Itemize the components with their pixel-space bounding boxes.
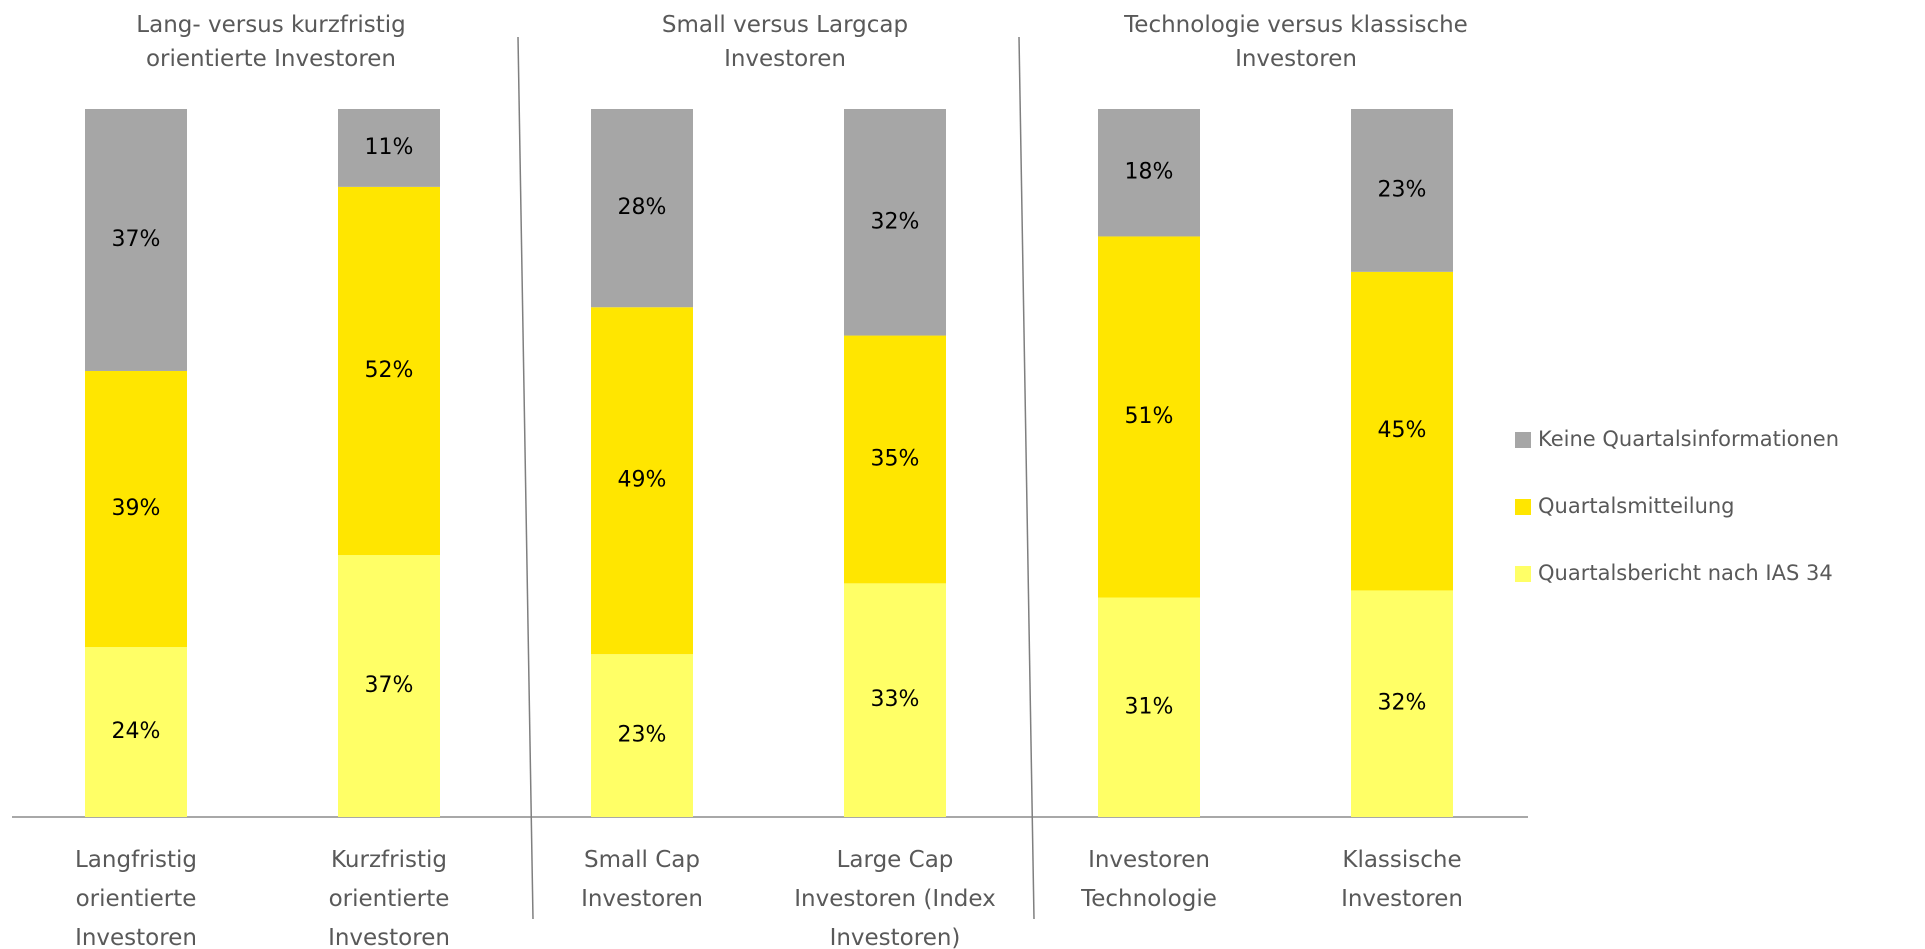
data-label: 37% (365, 673, 414, 698)
group-title-line: Investoren (724, 46, 846, 72)
group-title-line: Small versus Largcap (662, 12, 908, 38)
legend-swatch (1515, 432, 1531, 448)
data-label: 33% (871, 687, 920, 712)
x-tick-label-line: Klassische (1342, 847, 1461, 873)
legend-swatch (1515, 566, 1531, 582)
data-label: 32% (871, 209, 920, 234)
bar-segment (844, 109, 946, 336)
data-label: 11% (365, 135, 414, 160)
data-label: 51% (1125, 404, 1174, 429)
x-tick-label-line: Investoren (75, 925, 197, 949)
group-title-line: orientierte Investoren (146, 46, 396, 72)
bar-segment (1098, 109, 1200, 237)
legend-swatch (1515, 499, 1531, 515)
data-label: 45% (1378, 418, 1427, 443)
data-label: 35% (871, 446, 920, 471)
bar-segment (85, 109, 187, 371)
bar-segment (1351, 590, 1453, 817)
x-tick-label: Kurzfristig orientierte Investoren (328, 847, 450, 949)
x-tick-label-line: orientierte (76, 886, 197, 912)
x-tick-label-line: Investoren (1088, 847, 1210, 873)
data-label: 52% (365, 358, 414, 383)
bar-segment (85, 647, 187, 817)
data-label: 28% (618, 195, 667, 220)
bar-segment (591, 109, 693, 308)
group-separator (517, 36, 534, 920)
group-title: Small versus Largcap Investoren (662, 12, 908, 72)
group-title: Technologie versus klassische Investoren (1123, 12, 1468, 72)
data-label: 24% (112, 719, 161, 744)
x-tick-label-line: Large Cap (837, 847, 954, 873)
data-label: 37% (112, 227, 161, 252)
x-tick-label: Investoren Technologie (1080, 847, 1217, 912)
group-title-line: Technologie versus klassische (1123, 12, 1468, 38)
bar-segment (338, 186, 440, 556)
x-tick-label-line: Investoren (581, 886, 703, 912)
group-separator (1018, 36, 1035, 920)
bar-segment (844, 583, 946, 817)
x-tick-label-line: Investoren (328, 925, 450, 949)
bar-segment (85, 370, 187, 648)
bar-segment (1351, 109, 1453, 272)
x-tick-label-line: Investoren) (830, 925, 961, 949)
bar-segment (1351, 271, 1453, 591)
data-label: 23% (1378, 177, 1427, 202)
x-tick-label-line: orientierte (329, 886, 450, 912)
x-tick-label-line: Small Cap (584, 847, 700, 873)
group-title-line: Lang- versus kurzfristig (136, 12, 405, 38)
x-tick-label-line: Investoren (Index (794, 886, 995, 912)
bar-segment (844, 335, 946, 584)
bar-segment (591, 654, 693, 817)
group-title: Lang- versus kurzfristig orientierte Inve… (136, 12, 405, 72)
data-label: 49% (618, 468, 667, 493)
legend-label: Quartalsbericht nach IAS 34 (1538, 561, 1833, 585)
legend-label: Keine Quartalsinformationen (1538, 427, 1839, 451)
data-label: 31% (1125, 694, 1174, 719)
x-tick-label: Langfristig orientierte Investoren (75, 847, 197, 949)
legend-label: Quartalsmitteilung (1538, 494, 1735, 518)
x-tick-label-line: Kurzfristig (331, 847, 447, 873)
bar-segment (1098, 236, 1200, 598)
x-tick-label-line: Investoren (1341, 886, 1463, 912)
x-tick-label-line: Technologie (1080, 886, 1217, 912)
bar-segment (338, 555, 440, 817)
bar-segment (1098, 597, 1200, 817)
bar-segment (338, 109, 440, 187)
x-tick-label: Klassische Investoren (1341, 847, 1463, 912)
data-label: 18% (1125, 160, 1174, 185)
x-tick-label-line: Langfristig (75, 847, 197, 873)
group-title-line: Investoren (1235, 46, 1357, 72)
x-tick-label: Small Cap Investoren (581, 847, 703, 912)
data-label: 39% (112, 496, 161, 521)
x-tick-label: Large Cap Investoren (Index Investoren) (794, 847, 995, 949)
bar-segment (591, 307, 693, 655)
data-label: 32% (1378, 691, 1427, 716)
data-label: 23% (618, 723, 667, 748)
